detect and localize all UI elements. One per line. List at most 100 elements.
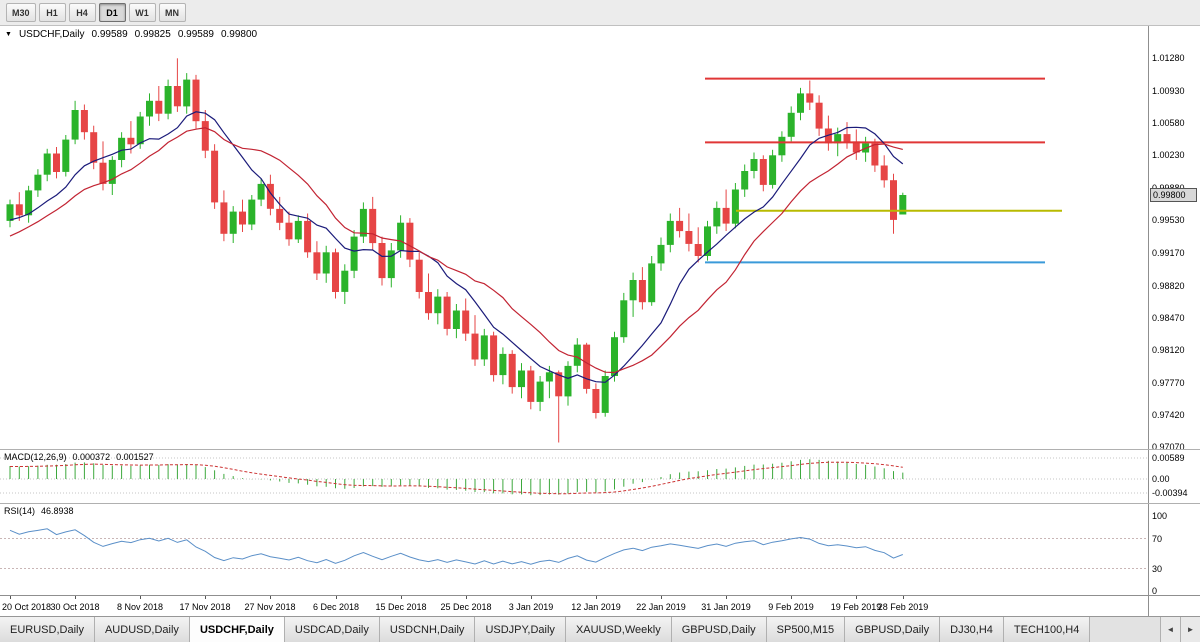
chart-tab-usdcad-daily[interactable]: USDCAD,Daily [284,617,380,642]
chart-tab-dj30-h4[interactable]: DJ30,H4 [940,617,1004,642]
macd-panel: MACD(12,26,9) 0.000372 0.001527 0.00589 0… [0,449,1200,503]
candle-body [787,112,795,137]
chart-tab-sp500-m15[interactable]: SP500,M15 [766,617,846,642]
candle-body [564,365,572,397]
candle-body [676,220,684,232]
timeframe-button-h4[interactable]: H4 [68,3,96,22]
rsi-indicator-name: RSI(14) [4,506,36,516]
collapse-chart-icon[interactable]: ▼ [5,31,12,38]
chart-tab-bar: EURUSD,Daily AUDUSD,Daily USDCHF,Daily USDC… [0,616,1200,642]
candle-body [387,250,395,279]
date-tick [726,596,727,599]
date-label: 15 Dec 2018 [375,602,427,612]
candle-body [490,335,498,376]
candle-body [53,153,60,172]
candle-body [815,102,823,129]
candle-body [685,231,693,244]
ohlc-high-value: 0.99825 [134,29,171,40]
candle-body [406,222,414,260]
date-label: 8 Nov 2018 [116,602,164,612]
candle-body [471,333,479,360]
price-axis: 1.012801.009301.005801.002300.998800.995… [1148,26,1200,449]
macd-axis-label: 0.00589 [1152,453,1185,463]
candle-body [266,183,274,209]
rsi-panel: RSI(14) 46.8938 100 70 30 0 [0,503,1200,595]
chart-tab-usdcnh-daily[interactable]: USDCNH,Daily [379,617,476,642]
price-axis-label: 0.98820 [1152,281,1185,291]
timeframe-button-w1[interactable]: W1 [128,3,156,22]
timeframe-button-h1[interactable]: H1 [38,3,66,22]
candle-body [173,86,181,107]
date-tick [791,596,792,599]
candle-body [25,190,33,216]
candle-body [425,292,432,314]
date-label: 17 Nov 2018 [179,602,231,612]
timeframe-button-d1[interactable]: D1 [98,3,126,22]
date-tick [205,596,206,599]
price-chart-plot[interactable]: ▼ USDCHF,Daily 0.99589 0.99825 0.99589 0… [0,26,1148,449]
candle-body [239,211,246,225]
chart-tab-eurusd-daily[interactable]: EURUSD,Daily [0,617,95,642]
candle-body [229,211,237,234]
timeframe-button-mn[interactable]: MN [158,3,186,22]
candle-body [555,372,563,397]
candle-body [183,79,191,107]
price-axis-label: 1.01280 [1152,53,1185,63]
candle-body [211,150,219,203]
candle-body [759,159,767,185]
candle-body [397,222,405,251]
candle-body [90,132,98,163]
timeframe-toolbar: M30 H1 H4 D1 W1 MN [0,0,1200,26]
chart-tab-usdchf-daily[interactable]: USDCHF,Daily [189,617,285,642]
macd-axis: 0.00589 0.00 -0.00394 [1148,450,1200,503]
candle-body [15,204,23,216]
candle-body [201,121,209,151]
date-label: 6 Dec 2018 [312,602,360,612]
chart-tab-tech100-h4[interactable]: TECH100,H4 [1003,617,1091,642]
rsi-current-value: 46.8938 [41,506,74,516]
candle-body [452,310,460,329]
date-tick [75,596,76,599]
chart-tab-usdjpy-daily[interactable]: USDJPY,Daily [475,617,566,642]
candle-body [713,207,721,227]
tab-scroll-right-button[interactable]: ► [1180,617,1200,642]
chart-tab-xauusd-weekly[interactable]: XAUUSD,Weekly [565,617,672,642]
rsi-plot[interactable]: RSI(14) 46.8938 [0,504,1148,595]
date-label: 28 Feb 2019 [877,602,929,612]
candle-body [592,389,600,413]
chart-tab-gbpusd-daily[interactable]: GBPUSD,Daily [671,617,767,642]
date-label: 27 Nov 2018 [244,602,296,612]
candle-body [620,300,628,338]
candle-body [852,141,860,153]
candle-body [750,159,758,171]
date-label: 9 Feb 2019 [768,602,814,612]
candle-body [341,270,349,292]
price-axis-label: 0.97070 [1152,442,1185,449]
chart-tab-gbpusd-daily[interactable]: GBPUSD,Daily [845,617,941,642]
candle-body [378,243,386,279]
candle-body [248,199,256,225]
candle-body [880,165,888,181]
chart-tab-audusd-daily[interactable]: AUDUSD,Daily [94,617,190,642]
rsi-line [9,528,903,565]
candle-body [127,137,135,145]
price-axis-label: 0.98470 [1152,313,1185,323]
ma-fast-line [9,111,904,383]
candle-body [648,263,656,303]
candle-body [434,296,442,314]
candle-body [834,134,842,144]
candle-body [508,353,516,388]
rsi-axis-label: 70 [1152,534,1163,544]
tab-scroll-left-button[interactable]: ◄ [1160,617,1180,642]
macd-plot[interactable]: MACD(12,26,9) 0.000372 0.001527 [0,450,1148,503]
candle-body [257,183,265,200]
candle-body [480,335,488,360]
candle-body [332,252,339,292]
timeframe-button-m30[interactable]: M30 [6,3,36,22]
candle-body [694,244,702,256]
date-tick [466,596,467,599]
candle-body [545,372,553,382]
candle-body [527,370,535,402]
candle-body [220,202,228,234]
